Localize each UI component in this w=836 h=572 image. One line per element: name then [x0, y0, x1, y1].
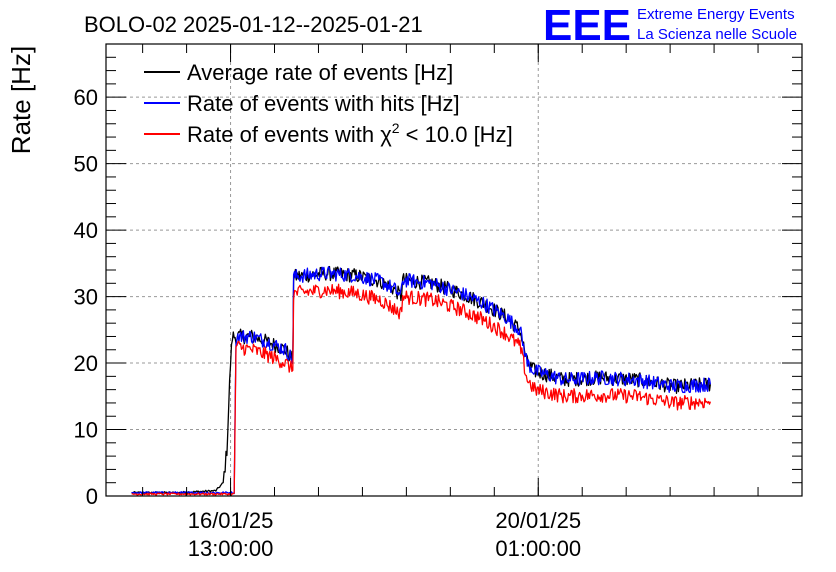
logo-mark: EEE [543, 1, 631, 50]
legend: Average rate of events [Hz] Rate of even… [144, 60, 513, 147]
y-tick-label: 10 [74, 418, 98, 443]
axes-group: 0 10 20 30 40 50 60 16/01/25 13:00:00 20/01/25 01:… [74, 44, 803, 561]
series-rate-chi2 [131, 283, 712, 496]
y-tick-label: 50 [74, 152, 98, 177]
x-tick-label-date: 16/01/25 [188, 508, 274, 533]
logo-line-2: La Scienza nelle Scuole [637, 26, 797, 43]
series-group [131, 265, 712, 496]
y-tick-label: 60 [74, 85, 98, 110]
y-tick-label: 30 [74, 285, 98, 310]
legend-label-hits: Rate of events with hits [Hz] [187, 91, 460, 116]
y-tick-label: 20 [74, 351, 98, 376]
x-tick-label-date: 20/01/25 [495, 508, 581, 533]
chart-title: BOLO-02 2025-01-12--2025-01-21 [84, 12, 423, 37]
y-tick-label: 40 [74, 218, 98, 243]
y-axis-label: Rate [Hz] [6, 46, 36, 154]
logo-line-1: Extreme Energy Events [637, 6, 795, 23]
legend-label-average: Average rate of events [Hz] [187, 60, 453, 85]
x-tick-label-time: 13:00:00 [188, 536, 274, 561]
y-tick-label: 0 [86, 484, 98, 509]
x-tick-label-time: 01:00:00 [495, 536, 581, 561]
legend-label-chi2: Rate of events with χ2 < 10.0 [Hz] [187, 120, 513, 147]
series-rate-with-hits [131, 266, 712, 495]
